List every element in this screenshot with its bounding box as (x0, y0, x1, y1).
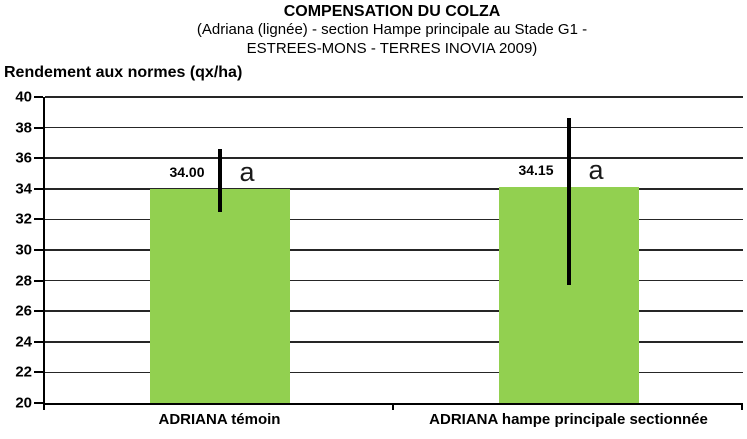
y-axis-tick (34, 371, 43, 374)
y-tick-label: 40 (15, 88, 32, 106)
gridline (45, 249, 743, 251)
x-axis-tick (43, 405, 45, 410)
y-axis-tick (34, 126, 43, 129)
bar (149, 188, 290, 403)
y-tick-label: 36 (15, 149, 32, 167)
gridline (45, 96, 743, 98)
gridline (45, 371, 743, 374)
y-axis-tick (34, 249, 43, 251)
y-axis-tick (34, 402, 43, 404)
error-bar (566, 118, 571, 286)
gridline (45, 218, 743, 221)
y-tick-label: 28 (15, 272, 32, 290)
gridline (45, 340, 743, 343)
y-axis-tick (34, 310, 43, 313)
y-axis-tick (34, 279, 43, 282)
y-axis-labels: 40 38 36 34 32 30 28 26 24 22 20 (0, 90, 34, 411)
y-tick-label: 26 (15, 302, 32, 320)
y-tick-label: 30 (15, 241, 32, 259)
plot-area: 34.00 a ADRIANA témoin 34.15 a ADRIANA hampe … (34, 96, 743, 428)
gridline (45, 187, 743, 190)
error-bar (217, 149, 222, 212)
x-axis-label: ADRIANA hampe principale sectionnée (429, 411, 708, 428)
y-axis-tick (34, 96, 43, 98)
y-axis-tick (34, 340, 43, 343)
x-axis-label: ADRIANA témoin (158, 411, 281, 428)
chart-subtitle-line2: ESTREES-MONS - TERRES INOVIA 2009) (246, 40, 538, 57)
bar-value-label: 34.15 (518, 161, 554, 178)
x-axis-tick (741, 405, 743, 410)
significance-letter: a (588, 154, 604, 185)
x-axis-tick (392, 405, 394, 410)
significance-letter: a (239, 156, 255, 187)
y-tick-label: 20 (15, 394, 32, 412)
gridline (45, 279, 743, 282)
y-tick-label: 22 (15, 363, 32, 381)
y-axis-title: Rendement aux normes (qx/ha) (4, 64, 243, 81)
gridline (45, 126, 743, 129)
y-tick-label: 32 (15, 210, 32, 228)
gridline (45, 310, 743, 313)
y-axis-tick (34, 187, 43, 190)
y-axis-tick (34, 218, 43, 221)
gridline (45, 157, 743, 160)
bar-value-label: 34.00 (169, 163, 205, 180)
y-tick-label: 24 (15, 333, 32, 351)
y-axis-tick (34, 157, 43, 160)
y-tick-label: 34 (15, 180, 32, 198)
y-tick-label: 38 (15, 119, 32, 137)
chart-title: COMPENSATION DU COLZA (283, 3, 501, 20)
chart-subtitle-line1: (Adriana (lignée) - section Hampe princi… (196, 21, 588, 38)
